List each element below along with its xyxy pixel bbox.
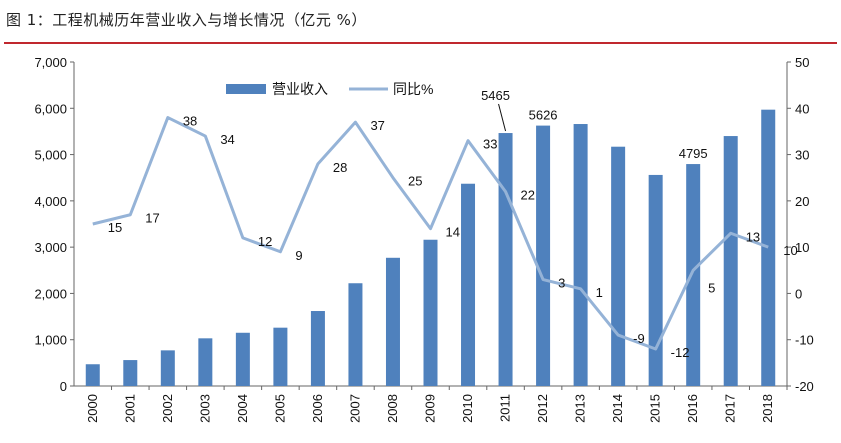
x-tick-label: 2000 — [85, 394, 100, 423]
bar — [85, 364, 100, 386]
x-tick-label: 2005 — [272, 394, 287, 423]
bar-series — [85, 109, 776, 387]
bar — [198, 338, 213, 386]
title-rule — [4, 42, 837, 44]
left-tick-label: 6,000 — [34, 101, 67, 116]
bar — [536, 125, 551, 387]
line-data-label: 10 — [783, 243, 797, 258]
bar — [160, 350, 175, 386]
bar — [123, 360, 138, 386]
x-tick-label: 2008 — [385, 394, 400, 423]
axes: 0 1,000 2,000 3,000 4,000 5,000 6,000 7,000 -20 -… — [34, 55, 813, 423]
line-data-label: 25 — [408, 174, 422, 189]
line-data-label: 33 — [483, 137, 497, 152]
line-data-label: -12 — [671, 345, 690, 360]
x-tick-label: 2001 — [122, 394, 137, 423]
line-data-label: 12 — [258, 234, 272, 249]
legend-line-label: 同比% — [393, 81, 433, 97]
x-tick-label: 2018 — [760, 394, 775, 423]
legend: 营业收入 同比% — [226, 81, 433, 97]
x-tick-label: 2014 — [610, 394, 625, 423]
bar — [723, 136, 738, 386]
bar — [573, 124, 588, 386]
x-tick-label: 2017 — [723, 394, 738, 423]
bar — [648, 174, 663, 386]
line-data-label: 28 — [333, 160, 347, 175]
line-data-label: 34 — [220, 132, 234, 147]
x-tick-label: 2013 — [573, 394, 588, 423]
bar — [423, 239, 438, 386]
right-tick-label: 0 — [795, 286, 802, 301]
right-tick-label: -10 — [795, 333, 814, 348]
bar-data-label: 5465 — [481, 88, 510, 103]
left-tick-label: 0 — [60, 379, 67, 394]
figure-title: 图 1：工程机械历年营业收入与增长情况（亿元 %） — [6, 11, 367, 29]
x-tick-label: 2009 — [423, 394, 438, 423]
left-tick-label: 4,000 — [34, 194, 67, 209]
x-tick-label: 2003 — [197, 394, 212, 423]
x-tick-label: 2011 — [498, 394, 513, 422]
line-data-label: 5 — [708, 280, 715, 295]
bar-label-leader — [498, 103, 507, 132]
right-tick-label: -20 — [795, 379, 814, 394]
line-data-label: -9 — [633, 331, 645, 346]
line-data-label: 13 — [746, 229, 760, 244]
right-tick-label: 50 — [795, 55, 809, 70]
line-data-label: 15 — [108, 220, 122, 235]
right-tick-label: 40 — [795, 101, 809, 116]
line-data-label: 3 — [558, 276, 565, 291]
line-data-label: 9 — [295, 248, 302, 263]
bar — [348, 283, 363, 386]
line-data-label: 17 — [145, 211, 159, 226]
line-data-label: 37 — [370, 118, 384, 133]
x-tick-label: 2002 — [160, 394, 175, 423]
x-tick-label: 2006 — [310, 394, 325, 423]
left-tick-label: 2,000 — [34, 286, 67, 301]
bar-data-label: 5626 — [529, 108, 558, 123]
x-tick-label: 2012 — [535, 394, 550, 423]
right-tick-label: 30 — [795, 148, 809, 163]
bar — [310, 311, 325, 386]
bar — [686, 164, 701, 386]
right-tick-label: 20 — [795, 194, 809, 209]
bar — [761, 109, 776, 386]
bar-data-label: 4795 — [679, 146, 708, 161]
bar — [385, 257, 400, 386]
bar — [498, 133, 513, 386]
left-tick-label: 7,000 — [34, 55, 67, 70]
line-data-label: 22 — [521, 188, 535, 203]
bar — [611, 146, 626, 386]
bar — [235, 332, 250, 386]
line-data-label: 14 — [446, 225, 460, 240]
left-tick-label: 1,000 — [34, 333, 67, 348]
line-data-label: 1 — [596, 285, 603, 300]
left-tick-label: 5,000 — [34, 148, 67, 163]
line-series — [92, 116, 769, 351]
x-tick-label: 2016 — [685, 394, 700, 423]
legend-bar-label: 营业收入 — [272, 81, 328, 97]
line-data-label: 38 — [183, 114, 197, 129]
x-tick-label: 2015 — [648, 394, 663, 423]
x-tick-label: 2007 — [347, 394, 362, 423]
data-labels: 15 17 38 34 12 9 28 37 25 14 33 22 3 1 -9 -12 5 13 10 5465 5… — [108, 88, 798, 360]
legend-bar-swatch — [226, 84, 266, 94]
x-tick-label: 2010 — [460, 394, 475, 423]
bar — [461, 183, 476, 386]
x-tick-label: 2004 — [235, 394, 250, 423]
left-tick-label: 3,000 — [34, 240, 67, 255]
right-tick-label: 10 — [795, 240, 809, 255]
bar — [273, 327, 288, 386]
growth-line — [92, 116, 769, 351]
